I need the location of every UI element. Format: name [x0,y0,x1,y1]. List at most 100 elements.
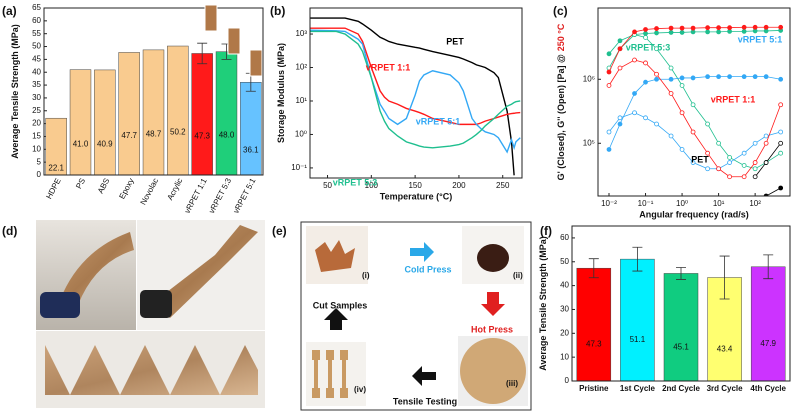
x-tick-label: vRPET 5:3 [207,176,233,215]
loss-marker [727,160,733,165]
loss-marker [752,160,758,165]
y-tick-label: 10 [32,144,41,153]
x-tick-label: 4th Cycle [750,384,786,393]
value-label: 40.9 [97,140,113,149]
y-tick-label: 10⁻¹ [291,163,307,172]
series-line [310,17,515,176]
storage-marker [654,76,659,82]
bar [576,267,612,382]
value-label: 36.1 [243,146,259,155]
storage-marker [752,74,758,80]
loss-marker [778,140,784,146]
storage-marker [606,147,612,152]
arrow [410,242,434,262]
value-label: 51.1 [630,335,646,344]
loss-marker [668,91,674,96]
image-label: (ii) [513,271,523,280]
film [150,225,258,318]
y-tick-label: 15 [32,132,41,141]
plot-area [310,17,521,176]
value-label: 47.9 [760,339,776,348]
y-tick-label: 20 [32,119,41,128]
bar [215,51,238,176]
frame [300,221,532,411]
plot-frame [571,225,791,382]
storage-marker [690,75,696,81]
x-tick-label: 3rd Cycle [707,384,744,393]
y-tick-label: 60 [32,16,41,25]
loss-marker [752,174,758,180]
storage-marker [668,30,674,35]
series-label: vRPET 1:1 [366,62,411,72]
plot-frame [597,7,791,197]
loss-marker [763,160,769,165]
film [60,232,134,305]
x-tick-label: 10⁻¹ [638,199,654,208]
y-tick-label: 60 [560,233,569,242]
glove [40,292,80,318]
storage-marker [632,29,637,35]
photo-panel [36,220,265,408]
x-tick-label: 2nd Cycle [662,384,700,393]
error-bar [197,42,208,65]
x-tick-label: Novolac [139,177,161,207]
y-tick-label: 50 [560,257,569,266]
loss-marker [763,133,769,139]
loss-marker [617,115,623,121]
x-axis-label: Angular frequency (rad/s) [639,209,749,219]
chart: 0 10 20 30 40 50 60 Average Tensile Strength (M… [538,225,791,393]
loss-marker [716,166,722,172]
series-label: vRPET 5:1 [416,116,461,126]
x-tick-label: Pristine [579,384,609,393]
loss-marker [643,35,648,40]
step-label: Hot Press [471,324,513,334]
storage-marker [679,30,685,35]
error-bar [719,255,730,300]
bar [94,69,116,176]
y-axis-label-text: G' (Closed), G'' (Open) [Pa] @ [556,54,566,180]
bar [142,49,165,176]
loss-marker [778,129,784,135]
error-bar [763,254,774,280]
value-label: 45.1 [673,342,689,351]
x-tick-label: 10² [749,199,761,208]
error-bar [676,267,686,280]
loss-marker [690,129,696,135]
y-axis-label: Storage Modulus (MPa) [276,43,286,143]
y-axis-label-text: Average Tensile Strength (MPa) [10,24,20,159]
chart: 0 5 10 15 20 25 30 35 40 45 50 55 60 65 Average Tensil… [10,3,264,215]
series-line [310,30,521,149]
loss-marker [690,160,696,165]
x-tick-label: Epoxy [117,177,135,201]
y-tick-label: 40 [560,281,569,290]
x-tick-label: ABS [96,177,111,195]
plot-frame [309,7,523,179]
error-bar [588,258,599,279]
storage-marker [727,74,733,80]
loss-marker [741,163,747,168]
y-tick-label: 10⁵ [583,138,595,147]
loss-marker [643,115,648,121]
arrow [481,292,505,316]
x-tick-label: 50 [323,181,332,190]
storage-marker [679,75,685,81]
bar [240,82,262,176]
y-axis-label: Average Tensile Strength (MPa) [538,236,548,371]
y-tick-label: 50 [32,42,41,51]
loss-marker [705,166,711,172]
storage-marker [705,74,711,80]
folded-film [45,345,258,395]
plot-area [606,24,784,196]
panel-label: (b) [270,4,285,18]
step-label: Cold Press [404,264,451,274]
loss-marker [606,83,612,88]
storage-marker [716,25,722,31]
panel-label: (a) [2,4,17,18]
loss-marker [606,129,612,135]
y-tick-label: 35 [32,80,41,89]
series-label: vRPET 5:3 [333,177,378,187]
loss-marker [643,60,648,66]
y-tick-label: 40 [32,67,41,76]
flakes [315,240,355,272]
storage-marker [705,29,711,35]
